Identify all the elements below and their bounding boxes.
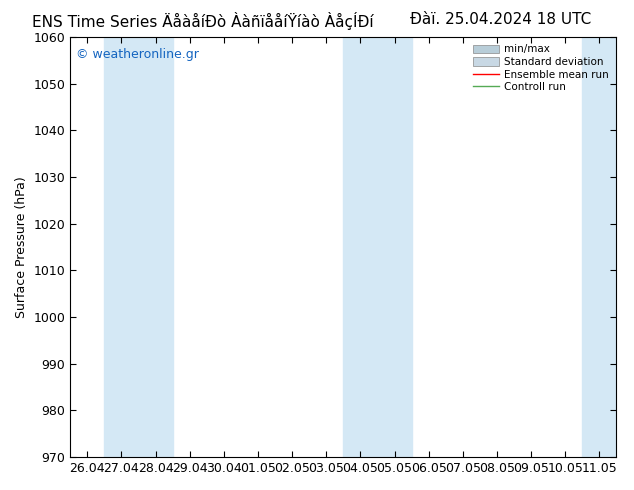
Text: ENS Time Series ÄåàåíÐò ÀàñïååíŸíàò ÀåçÍÐí: ENS Time Series ÄåàåíÐò ÀàñïååíŸíàò ÀåçÍ… (32, 12, 373, 30)
Bar (583, 37, 616, 457)
Legend: min/max, Standard deviation, Ensemble mean run, Controll run: min/max, Standard deviation, Ensemble me… (471, 42, 611, 95)
Bar (105, 37, 172, 457)
Text: Ðàï. 25.04.2024 18 UTC: Ðàï. 25.04.2024 18 UTC (410, 12, 592, 27)
Bar (344, 37, 411, 457)
Text: © weatheronline.gr: © weatheronline.gr (75, 48, 198, 61)
Y-axis label: Surface Pressure (hPa): Surface Pressure (hPa) (15, 176, 28, 318)
